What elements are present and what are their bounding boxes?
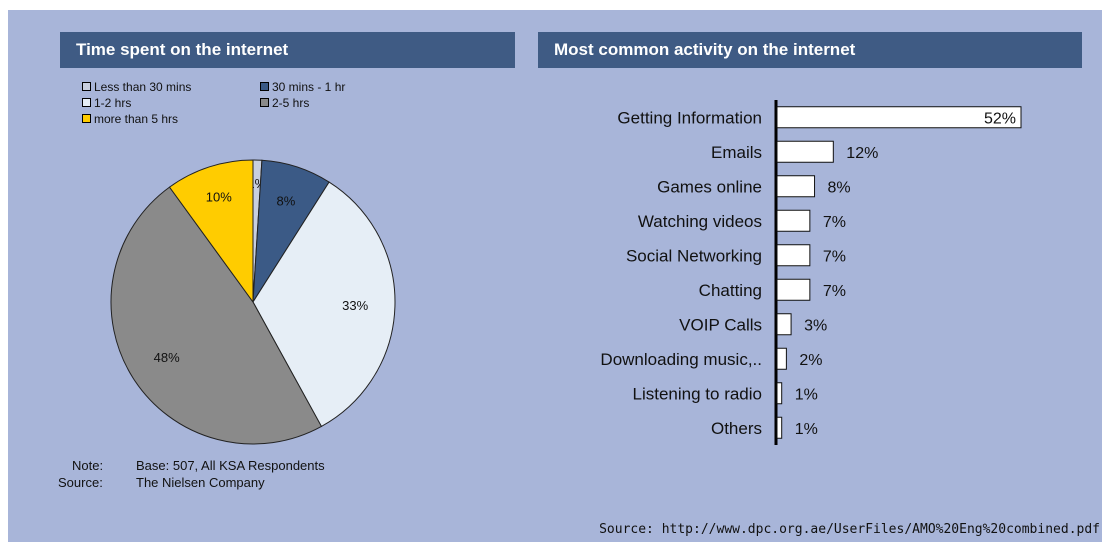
- legend-item: 2-5 hrs: [260, 96, 309, 110]
- bar: [776, 416, 783, 439]
- legend-label: more than 5 hrs: [94, 112, 179, 126]
- legend-item: more than 5 hrs: [82, 112, 178, 126]
- legend-swatch: [82, 114, 91, 123]
- bar-chart: Getting Information 52% Emails 12% Games onl…: [600, 100, 1022, 445]
- pie-slice: [168, 159, 254, 304]
- bar-value-label: 3%: [804, 317, 827, 334]
- source-label: Source:: [58, 475, 103, 490]
- bar-value-label: 7%: [823, 248, 846, 265]
- bar-category-label: VOIP Calls: [679, 315, 762, 334]
- legend-label: 2-5 hrs: [272, 96, 310, 110]
- bar: [776, 209, 811, 232]
- pie-chart: 1%8%33%48%10%: [110, 159, 396, 445]
- bar-category-label: Social Networking: [626, 246, 762, 265]
- legend-item: 30 mins - 1 hr: [260, 80, 345, 94]
- source-url-text: Source: http://www.dpc.org.ae/UserFiles/…: [599, 522, 1100, 537]
- legend-swatch: [260, 98, 269, 107]
- bar-value-label: 7%: [823, 214, 846, 231]
- pie-slice: [110, 186, 323, 445]
- pie-slice: [252, 181, 396, 428]
- pie-slice-label: 8%: [277, 194, 296, 209]
- bar-category-label: Emails: [711, 143, 762, 162]
- bar-value-label: 7%: [823, 283, 846, 300]
- bar-value-label: 1%: [795, 421, 818, 438]
- bar-value-label: 12%: [846, 145, 878, 162]
- legend-item: Less than 30 mins: [82, 80, 191, 94]
- source-text: The Nielsen Company: [136, 475, 265, 490]
- bar-value-label: 1%: [795, 386, 818, 403]
- legend-label: 1-2 hrs: [94, 96, 132, 110]
- bar-category-label: Chatting: [699, 281, 762, 300]
- bar-category-label: Getting Information: [617, 108, 762, 127]
- bar-category-label: Downloading music,..: [600, 350, 762, 369]
- bar-value-label: 8%: [828, 179, 851, 196]
- bar: [776, 106, 1022, 129]
- pie-slice-label: 48%: [154, 350, 180, 365]
- pie-slice-label: 10%: [206, 190, 232, 205]
- legend-swatch: [260, 82, 269, 91]
- bar-value-label: 2%: [799, 352, 822, 369]
- legend-label: Less than 30 mins: [94, 80, 192, 94]
- bar-category-label: Watching videos: [638, 212, 762, 231]
- bar: [776, 382, 783, 405]
- bar: [776, 175, 816, 198]
- bar: [776, 278, 811, 301]
- bar: [776, 244, 811, 267]
- legend-swatch: [82, 82, 91, 91]
- bar-chart-title: Most common activity on the internet: [538, 32, 1082, 68]
- bar-category-label: Others: [711, 419, 762, 438]
- bar: [776, 313, 792, 336]
- legend-item: 1-2 hrs: [82, 96, 131, 110]
- bar-value-label: 52%: [984, 110, 1016, 127]
- pie-slice-label: 33%: [342, 298, 368, 313]
- bar-category-label: Listening to radio: [633, 384, 762, 403]
- note-label: Note:: [72, 458, 104, 473]
- bar-category-label: Games online: [657, 177, 762, 196]
- note-text: Base: 507, All KSA Respondents: [136, 458, 325, 473]
- bar: [776, 347, 787, 370]
- legend-swatch: [82, 98, 91, 107]
- legend-label: 30 mins - 1 hr: [272, 80, 346, 94]
- bar: [776, 140, 834, 163]
- pie-chart-title: Time spent on the internet: [60, 32, 515, 68]
